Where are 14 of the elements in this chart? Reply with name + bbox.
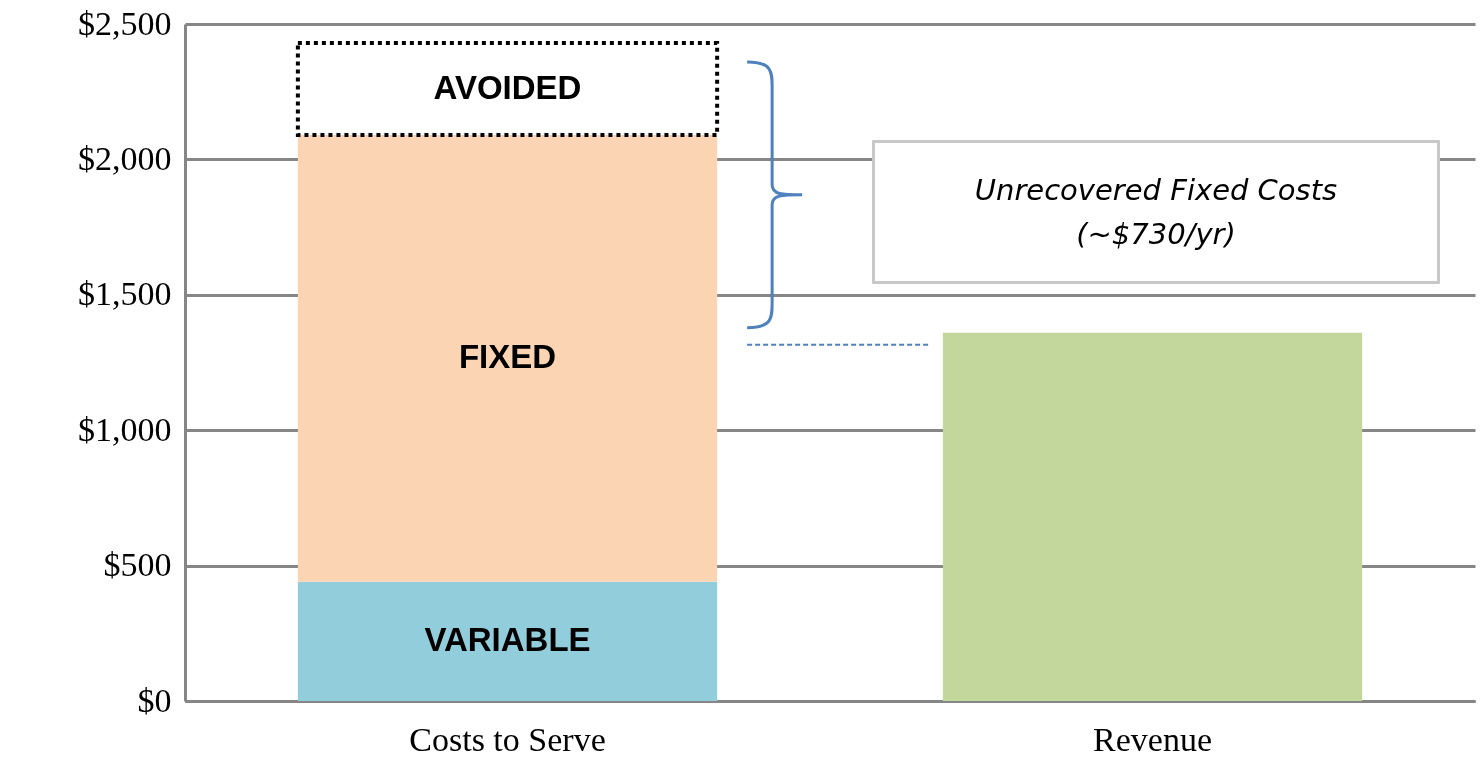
annotation: (~$730/yr)	[1076, 216, 1236, 253]
series-label: AVOIDED	[433, 68, 582, 106]
x-tick-label: Costs to Serve	[409, 720, 606, 758]
y-tick-label: $2,500	[78, 4, 172, 42]
y-tick-label: $2,000	[78, 139, 172, 177]
annotation: Unrecovered Fixed Costs	[974, 172, 1338, 209]
y-tick-label: $1,000	[78, 410, 172, 448]
series-label: FIXED	[458, 338, 557, 376]
series-label: VARIABLE	[424, 621, 591, 659]
y-tick-label: $500	[103, 546, 172, 584]
y-tick-label: $0	[137, 681, 172, 719]
x-tick-label: Revenue	[1093, 720, 1212, 758]
y-tick-label: $1,500	[78, 275, 172, 313]
text-box: Unrecovered Fixed Costs (~$730/yr)	[872, 140, 1440, 284]
